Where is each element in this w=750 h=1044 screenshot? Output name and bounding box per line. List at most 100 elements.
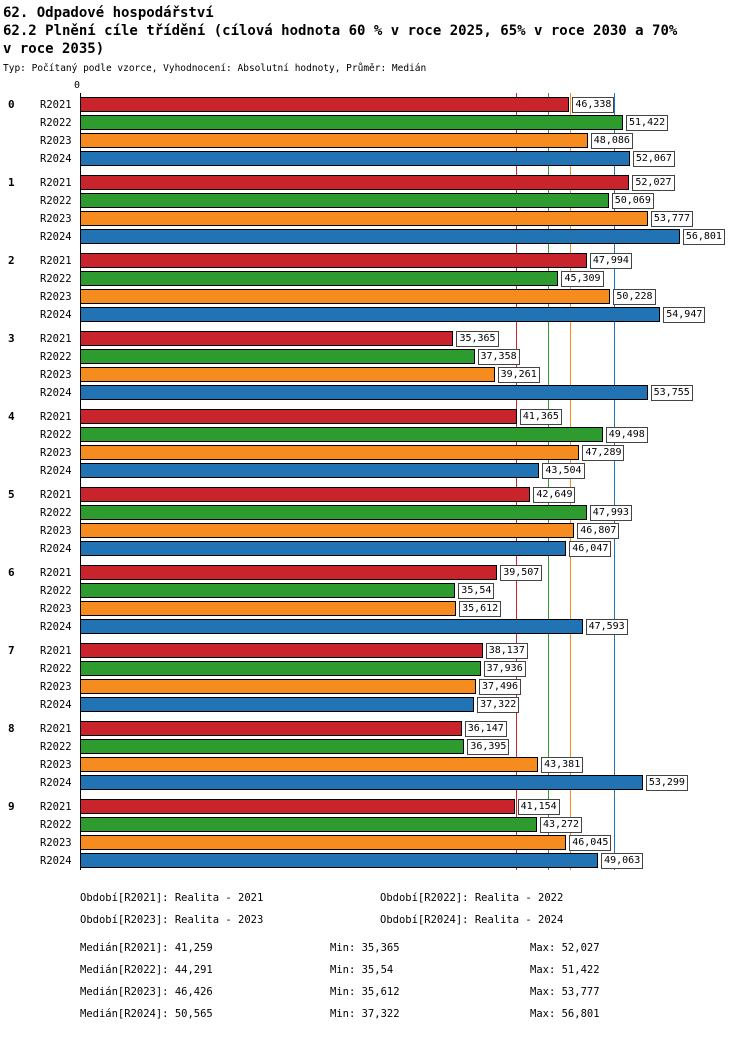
bar-value-label: 39,261 bbox=[497, 367, 540, 383]
bar-r2023 bbox=[80, 367, 495, 382]
bar-r2023 bbox=[80, 523, 575, 538]
bar-r2023 bbox=[80, 211, 648, 226]
bar-row: R2022 47,993 bbox=[0, 504, 750, 522]
bar-value-label: 54,947 bbox=[663, 307, 706, 323]
bar-r2021 bbox=[80, 331, 454, 346]
bar-r2021 bbox=[80, 409, 517, 424]
max-value-r2021: Max: 52,027 bbox=[530, 942, 600, 954]
series-label-r2023: R2023 bbox=[40, 837, 72, 849]
series-label-r2021: R2021 bbox=[40, 99, 72, 111]
bar-value-label: 41,154 bbox=[517, 799, 560, 815]
series-label-r2023: R2023 bbox=[40, 759, 72, 771]
series-label-r2021: R2021 bbox=[40, 723, 72, 735]
bar-value-label: 35,365 bbox=[456, 331, 499, 347]
bar-r2021 bbox=[80, 565, 498, 580]
bar-r2024 bbox=[80, 151, 630, 166]
bar-value-label: 43,504 bbox=[542, 463, 585, 479]
stats-row: Medián[R2024]: 50,565 Min: 37,322 Max: 5… bbox=[0, 1004, 750, 1026]
max-value-r2022: Max: 51,422 bbox=[530, 964, 600, 976]
bar-value-label: 37,936 bbox=[483, 661, 526, 677]
bar-row: R2023 46,807 bbox=[0, 522, 750, 540]
legend: Období[R2021]: Realita - 2021 Období[R20… bbox=[0, 888, 750, 932]
bar-row: R2023 39,261 bbox=[0, 366, 750, 384]
min-value-r2021: Min: 35,365 bbox=[330, 942, 400, 954]
bar-row: 1 R2021 52,027 bbox=[0, 174, 750, 192]
bar-group-5: 5 R2021 42,649 R2022 47,993 R2023 46,807 R2024 4… bbox=[0, 486, 750, 558]
bar-r2022 bbox=[80, 817, 537, 832]
category-label: 3 bbox=[8, 332, 15, 345]
bar-r2024 bbox=[80, 697, 475, 712]
bar-row: R2023 50,228 bbox=[0, 288, 750, 306]
bar-r2021 bbox=[80, 799, 515, 814]
page-title: 62. Odpadové hospodářství bbox=[3, 5, 214, 21]
bar-value-label: 39,507 bbox=[500, 565, 543, 581]
bar-value-label: 51,422 bbox=[626, 115, 669, 131]
bar-r2022 bbox=[80, 583, 456, 598]
series-label-r2021: R2021 bbox=[40, 567, 72, 579]
bar-value-label: 47,593 bbox=[585, 619, 628, 635]
min-value-r2022: Min: 35,54 bbox=[330, 964, 394, 976]
bar-r2024 bbox=[80, 619, 583, 634]
bar-value-label: 53,755 bbox=[650, 385, 693, 401]
bar-value-label: 42,649 bbox=[533, 487, 576, 503]
bar-r2023 bbox=[80, 679, 476, 694]
bar-value-label: 46,807 bbox=[577, 523, 620, 539]
bar-row: R2024 37,322 bbox=[0, 696, 750, 714]
series-label-r2023: R2023 bbox=[40, 681, 72, 693]
category-label: 6 bbox=[8, 566, 15, 579]
bar-value-label: 46,045 bbox=[569, 835, 612, 851]
bar-r2022 bbox=[80, 739, 465, 754]
bar-row: R2024 49,063 bbox=[0, 852, 750, 870]
bar-group-7: 7 R2021 38,137 R2022 37,936 R2023 37,496 R2024 3… bbox=[0, 642, 750, 714]
bar-group-1: 1 R2021 52,027 R2022 50,069 R2023 53,777 R2024 5… bbox=[0, 174, 750, 246]
bar-value-label: 56,801 bbox=[682, 229, 725, 245]
bar-value-label: 47,289 bbox=[582, 445, 625, 461]
category-label: 5 bbox=[8, 488, 15, 501]
series-label-r2022: R2022 bbox=[40, 273, 72, 285]
series-label-r2024: R2024 bbox=[40, 621, 72, 633]
bar-row: 5 R2021 42,649 bbox=[0, 486, 750, 504]
category-label: 0 bbox=[8, 98, 15, 111]
bar-row: R2023 35,612 bbox=[0, 600, 750, 618]
bar-r2023 bbox=[80, 757, 539, 772]
series-label-r2023: R2023 bbox=[40, 525, 72, 537]
grouped-bar-chart: 0 0 R2021 46,338 R2022 51,422 R2023 48,086 R202… bbox=[0, 80, 750, 874]
series-label-r2022: R2022 bbox=[40, 117, 72, 129]
bar-row: R2024 53,299 bbox=[0, 774, 750, 792]
bar-value-label: 52,067 bbox=[632, 151, 675, 167]
bar-value-label: 37,358 bbox=[477, 349, 520, 365]
bar-value-label: 49,063 bbox=[601, 853, 644, 869]
bar-row: R2024 46,047 bbox=[0, 540, 750, 558]
bar-group-0: 0 R2021 46,338 R2022 51,422 R2023 48,086 R2024 5… bbox=[0, 96, 750, 168]
bar-r2021 bbox=[80, 721, 462, 736]
bar-group-4: 4 R2021 41,365 R2022 49,498 R2023 47,289 R2024 4… bbox=[0, 408, 750, 480]
chart-rows: 0 R2021 46,338 R2022 51,422 R2023 48,086 R2024 5… bbox=[0, 82, 750, 870]
bar-row: R2024 56,801 bbox=[0, 228, 750, 246]
bar-row: R2022 51,422 bbox=[0, 114, 750, 132]
bar-row: R2022 50,069 bbox=[0, 192, 750, 210]
series-label-r2021: R2021 bbox=[40, 411, 72, 423]
bar-r2024 bbox=[80, 541, 567, 556]
series-label-r2021: R2021 bbox=[40, 489, 72, 501]
stats-row: Medián[R2022]: 44,291 Min: 35,54 Max: 51… bbox=[0, 960, 750, 982]
bar-row: R2022 35,54 bbox=[0, 582, 750, 600]
max-value-r2024: Max: 56,801 bbox=[530, 1008, 600, 1020]
bar-value-label: 37,322 bbox=[477, 697, 520, 713]
bar-r2024 bbox=[80, 385, 648, 400]
bar-r2024 bbox=[80, 229, 680, 244]
bar-r2021 bbox=[80, 175, 630, 190]
bar-row: 9 R2021 41,154 bbox=[0, 798, 750, 816]
bar-value-label: 49,498 bbox=[605, 427, 648, 443]
bar-row: 3 R2021 35,365 bbox=[0, 330, 750, 348]
category-label: 1 bbox=[8, 176, 15, 189]
bar-value-label: 46,047 bbox=[569, 541, 612, 557]
legend-item-r2021: Období[R2021]: Realita - 2021 bbox=[80, 892, 264, 904]
legend-item-r2023: Období[R2023]: Realita - 2023 bbox=[80, 914, 264, 926]
series-label-r2024: R2024 bbox=[40, 309, 72, 321]
bar-r2023 bbox=[80, 835, 567, 850]
median-value-r2024: Medián[R2024]: 50,565 bbox=[80, 1008, 213, 1020]
series-label-r2024: R2024 bbox=[40, 855, 72, 867]
report-header: 62. Odpadové hospodářství 62.2 Plnění cí… bbox=[0, 0, 750, 74]
min-value-r2024: Min: 37,322 bbox=[330, 1008, 400, 1020]
series-label-r2024: R2024 bbox=[40, 387, 72, 399]
